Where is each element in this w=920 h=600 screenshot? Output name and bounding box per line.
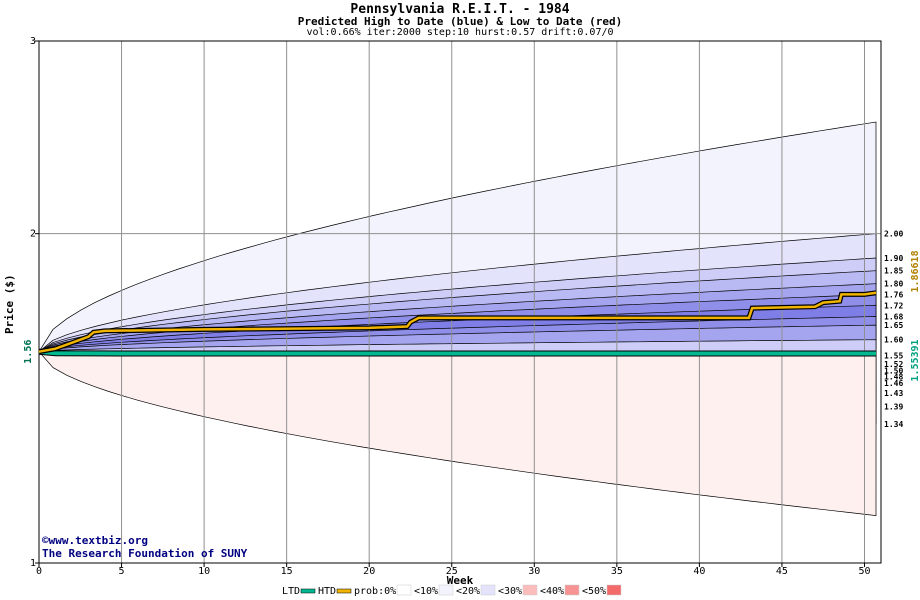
legend-swatch-5: [522, 584, 538, 596]
y-tick-label-0: 1: [30, 558, 36, 569]
chart-params: vol:0.66% iter:2000 step:10 hurst:0.57 d…: [306, 27, 614, 38]
legend-swatch-1: [336, 588, 352, 594]
legend-label-7: <50%: [582, 586, 606, 597]
lower-band-label-7: 1.34: [884, 420, 903, 429]
lower-band-8: [38, 350, 877, 516]
x-axis-title: Week: [447, 574, 474, 587]
legend-label-5: <30%: [498, 586, 522, 597]
x-tick-label-9: 45: [776, 566, 788, 577]
x-tick-label-10: 50: [858, 566, 870, 577]
legend-label-3: <10%: [414, 586, 438, 597]
upper-band-label-7: 1.68: [884, 312, 903, 321]
upper-band-label-5: 1.76: [884, 290, 903, 299]
ltd-line: [38, 349, 876, 356]
lower-band-label-3: 1.48: [884, 373, 903, 382]
x-tick-label-4: 20: [363, 566, 375, 577]
legend-label-6: <40%: [540, 586, 564, 597]
x-tick-label-3: 15: [281, 566, 293, 577]
credit-line-1: ©www.textbiz.org: [42, 534, 148, 547]
upper-band-label-3: 1.85: [884, 267, 903, 276]
legend-label-2: prob:0%: [354, 586, 396, 597]
lower-band-label-0: 1.55: [884, 351, 903, 360]
credit-line-2: The Research Foundation of SUNY: [42, 547, 248, 560]
x-tick-label-6: 30: [528, 566, 540, 577]
upper-band-label-4: 1.80: [884, 280, 903, 289]
upper-band-label-1: 2.00: [884, 230, 903, 239]
y-tick-label-2: 3: [30, 36, 36, 47]
htd-line: [38, 291, 877, 353]
y-axis-title: Price ($): [3, 274, 16, 334]
legend-swatch-2: [396, 584, 412, 596]
upper-band-label-8: 1.65: [884, 321, 903, 330]
chart-subtitle: Predicted High to Date (blue) & Low to D…: [297, 15, 623, 28]
legend-swatch-3: [438, 584, 454, 596]
chart-title: Pennsylvania R.E.I.T. - 1984: [350, 2, 570, 17]
upper-band-9: [38, 339, 877, 353]
legend-swatch-0: [300, 588, 316, 594]
legend-label-0: LTD: [282, 586, 300, 597]
x-tick-label-0: 0: [36, 566, 42, 577]
high-final-label: 1.86618: [910, 250, 920, 292]
x-tick-label-2: 10: [198, 566, 210, 577]
upper-band-label-2: 1.90: [884, 254, 903, 263]
legend-swatch-4: [480, 584, 496, 596]
lower-band-label-6: 1.39: [884, 403, 903, 412]
plot-frame: [38, 40, 882, 564]
x-tick-label-7: 35: [611, 566, 623, 577]
legend-swatch-6: [564, 584, 580, 596]
legend-swatch-7: [606, 584, 622, 596]
x-tick-label-5: 25: [446, 566, 458, 577]
legend-label-4: <20%: [456, 586, 480, 597]
upper-band-label-9: 1.60: [884, 336, 903, 345]
x-tick-label-1: 5: [119, 566, 125, 577]
low-final-label: 1.55391: [910, 339, 920, 381]
lower-band-label-1: 1.52: [884, 360, 903, 369]
lower-band-label-2: 1.50: [884, 366, 903, 375]
lower-band-label-4: 1.46: [884, 379, 903, 388]
lower-band-label-5: 1.43: [884, 389, 903, 398]
legend-label-1: HTD: [318, 586, 336, 597]
x-tick-label-8: 40: [693, 566, 705, 577]
upper-band-label-6: 1.72: [884, 301, 903, 310]
y-tick-label-1: 2: [30, 229, 36, 240]
start-price-label: 1.56: [23, 340, 34, 364]
